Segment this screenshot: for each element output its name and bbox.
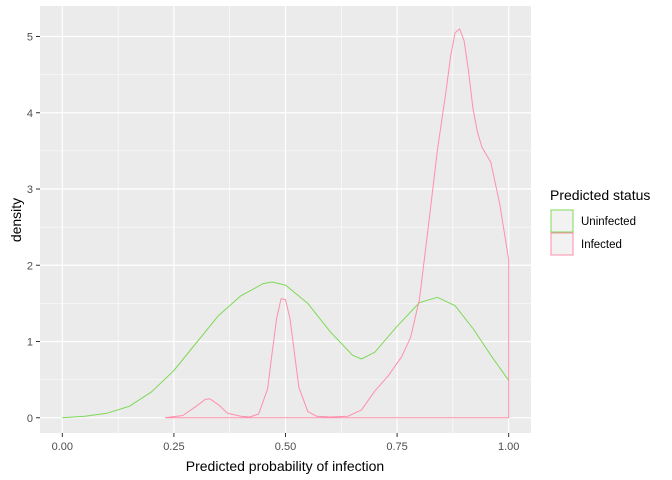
x-tick-label: 0.75 bbox=[386, 441, 407, 453]
x-axis-title: Predicted probability of infection bbox=[186, 458, 384, 474]
series-line-uninfected bbox=[62, 281, 510, 419]
legend-label-uninfected: Uninfected bbox=[581, 216, 636, 228]
y-tick-label: 0 bbox=[27, 413, 33, 425]
legend-title: Predicted status bbox=[550, 187, 650, 203]
x-tick-label: 1.00 bbox=[498, 441, 519, 453]
series-line-infected bbox=[164, 28, 510, 419]
x-axis-ticks: 0.00 0.25 0.50 0.75 1.00 bbox=[52, 433, 519, 453]
legend-key-uninfected bbox=[550, 209, 574, 233]
x-tick-label: 0.25 bbox=[163, 441, 184, 453]
y-tick-label: 3 bbox=[27, 184, 33, 196]
y-tick-label: 2 bbox=[27, 260, 33, 272]
legend-label-infected: Infected bbox=[581, 239, 622, 251]
x-tick-label: 0.50 bbox=[275, 441, 296, 453]
density-curves bbox=[62, 28, 510, 419]
y-tick-label: 5 bbox=[27, 32, 33, 44]
y-axis-ticks: 0 1 2 3 4 5 bbox=[27, 32, 40, 425]
legend-key-infected bbox=[550, 232, 574, 256]
legend-items: Uninfected Infected bbox=[550, 209, 636, 256]
legend: Predicted status Uninfected Infected bbox=[550, 187, 650, 256]
x-tick-label: 0.00 bbox=[52, 441, 73, 453]
y-axis-title: density bbox=[8, 198, 24, 242]
y-tick-label: 4 bbox=[27, 108, 33, 120]
y-tick-label: 1 bbox=[27, 337, 33, 349]
